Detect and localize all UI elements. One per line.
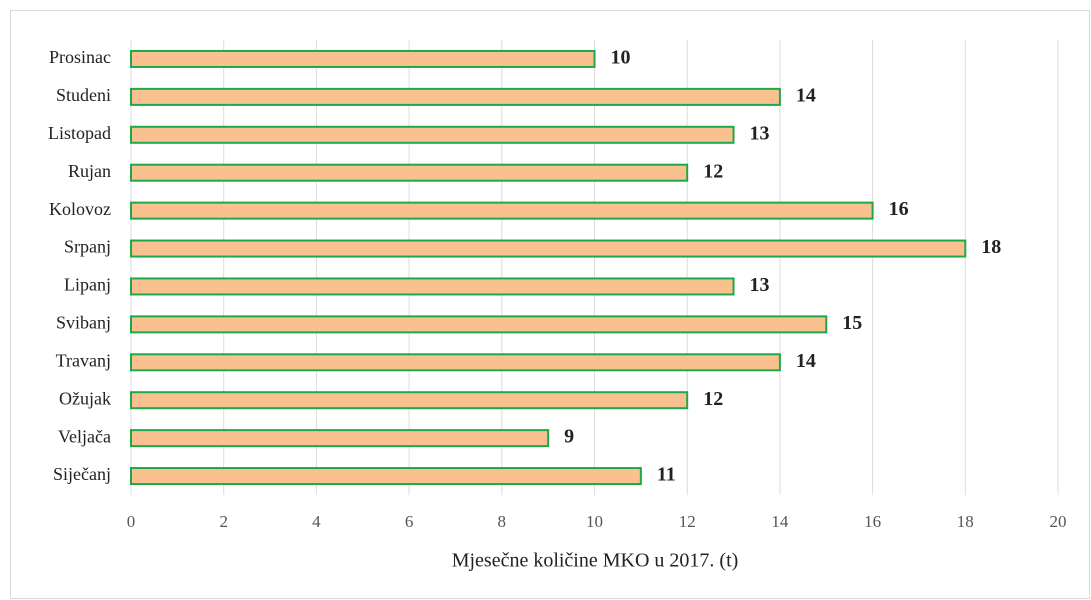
y-tick-label: Svibanj xyxy=(56,313,111,333)
y-tick-label: Rujan xyxy=(68,161,111,181)
y-tick-label: Listopad xyxy=(48,123,111,143)
bar xyxy=(130,239,967,258)
x-axis-label: Mjesečne količine MKO u 2017. (t) xyxy=(452,550,739,572)
y-tick-label: Prosinac xyxy=(49,47,111,67)
data-label: 18 xyxy=(981,236,1001,258)
data-label: 10 xyxy=(611,47,631,69)
x-tick-label: 12 xyxy=(679,512,696,531)
x-tick-label: 6 xyxy=(405,512,414,531)
bar xyxy=(130,277,735,296)
data-label: 12 xyxy=(703,388,723,410)
data-label: 15 xyxy=(842,312,862,334)
bar xyxy=(130,467,642,486)
y-tick-label: Studeni xyxy=(56,85,111,105)
x-tick-label: 4 xyxy=(312,512,321,531)
data-label: 16 xyxy=(889,198,909,220)
y-tick-label: Travanj xyxy=(56,350,111,370)
x-tick-label: 16 xyxy=(864,512,881,531)
chart-frame xyxy=(10,10,1090,599)
data-label: 9 xyxy=(564,426,574,448)
x-tick-label: 18 xyxy=(957,512,974,531)
data-label: 14 xyxy=(796,84,816,106)
bar xyxy=(130,429,550,448)
bar xyxy=(130,315,828,334)
x-tick-label: 14 xyxy=(771,512,789,531)
bar xyxy=(130,49,596,68)
bar xyxy=(130,125,735,144)
bar xyxy=(130,353,781,372)
x-tick-label: 10 xyxy=(586,512,603,531)
x-tick-label: 8 xyxy=(498,512,507,531)
bar xyxy=(130,201,874,220)
bar xyxy=(130,87,781,106)
data-label: 13 xyxy=(750,122,770,144)
data-label: 14 xyxy=(796,350,816,372)
y-tick-label: Veljača xyxy=(58,426,111,446)
x-tick-label: 0 xyxy=(127,512,136,531)
data-label: 11 xyxy=(657,464,676,486)
data-label: 12 xyxy=(703,160,723,182)
y-tick-label: Kolovoz xyxy=(49,199,111,219)
y-tick-label: Siječanj xyxy=(53,464,111,484)
x-tick-label: 2 xyxy=(219,512,228,531)
x-tick-label: 20 xyxy=(1050,512,1067,531)
bar xyxy=(130,391,689,410)
bar xyxy=(130,163,689,182)
y-tick-label: Lipanj xyxy=(64,275,111,295)
data-label: 13 xyxy=(750,274,770,296)
y-tick-label: Srpanj xyxy=(64,237,111,257)
y-tick-label: Ožujak xyxy=(59,388,111,408)
